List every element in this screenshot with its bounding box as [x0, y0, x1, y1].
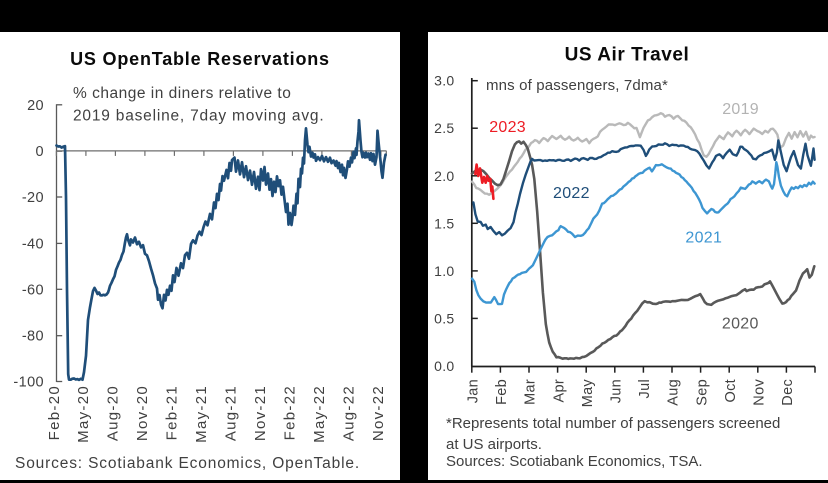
svg-text:Sources: Scotiabank Economics,: Sources: Scotiabank Economics, TSA. [446, 453, 703, 470]
svg-text:-40: -40 [22, 236, 44, 252]
svg-text:Dec: Dec [780, 379, 796, 406]
svg-text:Oct: Oct [723, 379, 739, 402]
svg-text:*Represents total number of pa: *Represents total number of passengers s… [446, 415, 780, 432]
svg-text:1.0: 1.0 [434, 263, 454, 279]
svg-text:mns of passengers, 7dma*: mns of passengers, 7dma* [486, 77, 668, 94]
svg-text:2021: 2021 [685, 230, 722, 247]
svg-text:US OpenTable Reservations: US OpenTable Reservations [70, 49, 330, 69]
svg-text:Nov-22: Nov-22 [370, 385, 387, 441]
svg-text:3.0: 3.0 [434, 73, 454, 89]
svg-text:Jun: Jun [609, 379, 625, 403]
svg-text:Nov-21: Nov-21 [252, 385, 269, 441]
svg-text:2019: 2019 [722, 101, 759, 118]
svg-text:-20: -20 [22, 190, 44, 206]
svg-text:Aug-22: Aug-22 [340, 385, 357, 441]
svg-text:20: 20 [27, 98, 44, 114]
svg-text:2020: 2020 [722, 316, 759, 333]
svg-text:Mar: Mar [523, 379, 539, 405]
svg-text:2.5: 2.5 [434, 120, 454, 136]
svg-text:Feb-21: Feb-21 [164, 385, 181, 440]
svg-text:Aug-21: Aug-21 [223, 385, 240, 441]
svg-text:-80: -80 [22, 329, 44, 345]
svg-text:2019 baseline, 7day moving avg: 2019 baseline, 7day moving avg. [73, 108, 324, 125]
svg-text:Nov-20: Nov-20 [134, 385, 151, 441]
svg-text:Aug-20: Aug-20 [105, 385, 122, 441]
svg-text:Feb: Feb [494, 379, 510, 405]
svg-text:May-22: May-22 [311, 385, 328, 443]
svg-text:Nov: Nov [752, 379, 768, 406]
svg-text:Aug: Aug [666, 379, 682, 406]
svg-text:1.5: 1.5 [434, 215, 454, 231]
svg-text:2023: 2023 [489, 119, 526, 136]
svg-text:% change in diners relative to: % change in diners relative to [73, 85, 291, 102]
svg-text:-60: -60 [22, 282, 44, 298]
svg-text:Feb-20: Feb-20 [46, 385, 63, 440]
svg-text:Sources: Scotiabank Economics,: Sources: Scotiabank Economics, OpenTable… [15, 455, 360, 472]
svg-text:Feb-22: Feb-22 [281, 385, 298, 440]
svg-text:Jan: Jan [466, 379, 482, 403]
svg-text:2022: 2022 [553, 185, 590, 202]
svg-text:2.0: 2.0 [434, 168, 454, 184]
svg-text:-100: -100 [13, 375, 44, 391]
svg-text:Apr: Apr [551, 379, 567, 402]
svg-text:May: May [580, 379, 596, 408]
svg-text:0.5: 0.5 [434, 310, 454, 326]
svg-text:May-21: May-21 [193, 385, 210, 443]
svg-text:Sep: Sep [694, 379, 710, 406]
svg-text:at US airports.: at US airports. [446, 436, 542, 453]
svg-text:US Air Travel: US Air Travel [565, 45, 690, 66]
svg-text:May-20: May-20 [75, 385, 92, 443]
svg-text:Jul: Jul [637, 379, 653, 398]
svg-text:0.0: 0.0 [434, 358, 454, 374]
svg-text:0: 0 [36, 144, 44, 160]
